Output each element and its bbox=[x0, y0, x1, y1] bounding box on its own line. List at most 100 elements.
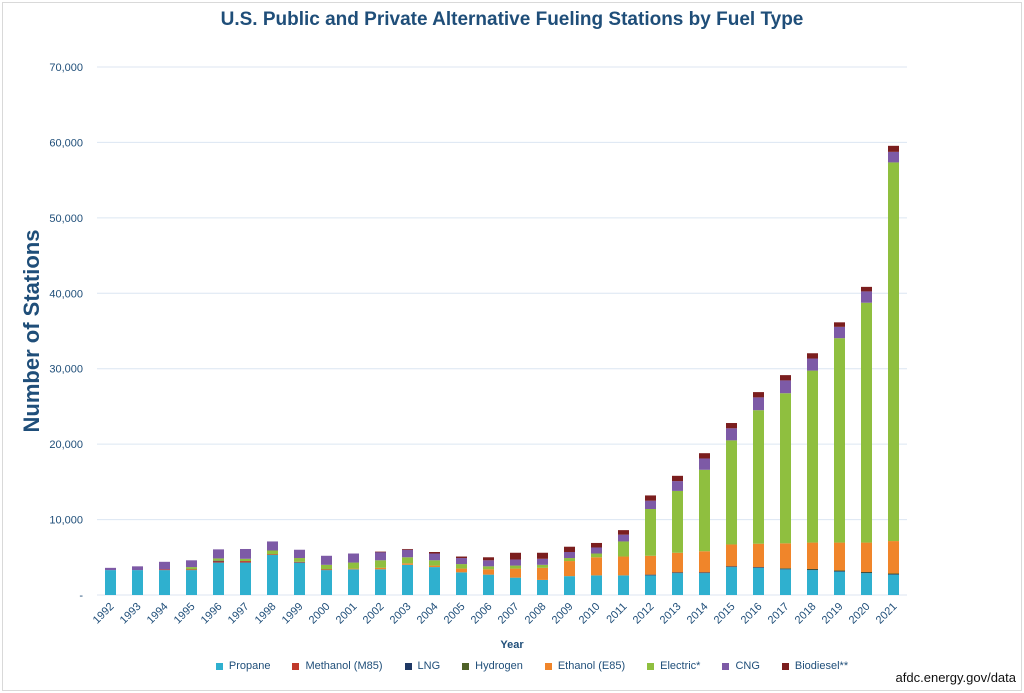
bar-segment-biodiesel bbox=[375, 551, 386, 553]
legend-item: Hydrogen bbox=[462, 660, 523, 672]
bar-segment-methanol-m85 bbox=[321, 569, 332, 571]
bar-segment-propane bbox=[132, 570, 143, 595]
bar-segment-methanol-m85 bbox=[294, 561, 305, 563]
bar-segment-propane bbox=[240, 562, 251, 595]
bar-segment-lng bbox=[807, 569, 818, 571]
bar-segment-ethanol-e85 bbox=[672, 552, 683, 573]
bar-segment-propane bbox=[753, 567, 764, 595]
bar-segment-propane bbox=[726, 567, 737, 595]
x-tick-label: 2021 bbox=[874, 601, 900, 627]
bar-segment-electric bbox=[186, 567, 197, 570]
bar-segment-cng bbox=[564, 552, 575, 559]
bar-segment-propane bbox=[699, 573, 710, 595]
bar-segment-biodiesel bbox=[510, 552, 521, 560]
bar-segment-cng bbox=[726, 428, 737, 441]
x-tick-label: 2008 bbox=[523, 601, 549, 627]
legend-swatch bbox=[722, 662, 730, 670]
bar-segment-electric bbox=[753, 410, 764, 544]
bar-segment-ethanol-e85 bbox=[753, 543, 764, 568]
bar-segment-ethanol-e85 bbox=[861, 542, 872, 572]
bar-segment-methanol-m85 bbox=[159, 569, 170, 571]
bar-segment-cng bbox=[294, 549, 305, 559]
bar-segment-cng bbox=[888, 151, 899, 163]
y-tick-label: 20,000 bbox=[49, 439, 83, 451]
bar-segment-lng bbox=[888, 573, 899, 575]
bar-segment-propane bbox=[834, 571, 845, 595]
chart-title: U.S. Public and Private Alternative Fuel… bbox=[220, 9, 804, 30]
bar-segment-lng bbox=[213, 560, 224, 562]
bar-segment-lng bbox=[726, 566, 737, 568]
bar-segment-biodiesel bbox=[861, 286, 872, 292]
legend-label: CNG bbox=[735, 660, 760, 672]
bar-segment-propane bbox=[213, 562, 224, 595]
bar-segment-electric bbox=[699, 469, 710, 552]
x-tick-label: 2002 bbox=[361, 601, 387, 627]
bar-segment-propane bbox=[186, 570, 197, 595]
legend-label: Methanol (M85) bbox=[305, 660, 383, 672]
bar-segment-biodiesel bbox=[753, 392, 764, 398]
bar-segment-electric bbox=[645, 509, 656, 556]
bar-segment-biodiesel bbox=[618, 530, 629, 535]
bar-segment-electric bbox=[213, 558, 224, 561]
bar-segment-hydrogen bbox=[888, 573, 899, 575]
legend-item: CNG bbox=[722, 660, 760, 672]
bar-segment-cng bbox=[456, 558, 467, 565]
bar-segment-ethanol-e85 bbox=[375, 567, 386, 570]
bar-segment-cng bbox=[834, 326, 845, 339]
bar-segment-lng bbox=[753, 567, 764, 568]
bar-segment-cng bbox=[267, 541, 278, 551]
x-axis-label: Year bbox=[500, 639, 524, 651]
legend-label: Ethanol (E85) bbox=[557, 660, 626, 672]
legend-item: LNG bbox=[404, 660, 440, 672]
bar-segment-ethanol-e85 bbox=[780, 543, 791, 569]
bar-segment-cng bbox=[699, 458, 710, 470]
legend-label: Electric* bbox=[660, 660, 701, 672]
bar-segment-cng bbox=[753, 397, 764, 411]
x-tick-label: 2014 bbox=[685, 601, 711, 627]
bar-segment-ethanol-e85 bbox=[483, 569, 494, 575]
bar-segment-biodiesel bbox=[591, 542, 602, 548]
bar-segment-methanol-m85 bbox=[186, 569, 197, 571]
x-tick-label: 1995 bbox=[172, 601, 198, 627]
bar-segment-cng bbox=[348, 553, 359, 563]
bar-segment-cng bbox=[132, 566, 143, 571]
bar-segment-methanol-m85 bbox=[213, 561, 224, 563]
bar-segment-electric bbox=[807, 370, 818, 543]
legend-item: Propane bbox=[215, 660, 270, 672]
bar-segment-cng bbox=[618, 534, 629, 542]
bar-segment-propane bbox=[483, 574, 494, 595]
x-tick-label: 2018 bbox=[793, 601, 819, 627]
bar-segment-electric bbox=[321, 564, 332, 570]
bar-segment-biodiesel bbox=[807, 353, 818, 359]
bar-segment-electric bbox=[672, 490, 683, 553]
bar-segment-propane bbox=[618, 575, 629, 595]
bar-segment-propane bbox=[105, 570, 116, 595]
bar-segment-cng bbox=[402, 549, 413, 558]
legend-item: Ethanol (E85) bbox=[544, 660, 626, 672]
bar-segment-electric bbox=[780, 393, 791, 544]
bar-segment-electric bbox=[483, 566, 494, 570]
bar-segment-propane bbox=[645, 575, 656, 595]
bar-segment-ethanol-e85 bbox=[564, 561, 575, 577]
bar-segment-hydrogen bbox=[807, 568, 818, 570]
x-tick-label: 2019 bbox=[820, 601, 846, 627]
bar-segment-propane bbox=[510, 577, 521, 595]
bar-segment-cng bbox=[537, 558, 548, 565]
legend-swatch bbox=[647, 662, 655, 670]
bar-segment-biodiesel bbox=[483, 557, 494, 561]
bar-segment-cng bbox=[213, 549, 224, 559]
bar-segment-electric bbox=[402, 557, 413, 564]
y-tick-label: - bbox=[79, 590, 83, 602]
legend-swatch bbox=[781, 662, 789, 670]
bar-segment-electric bbox=[510, 565, 521, 569]
y-tick-label: 30,000 bbox=[49, 364, 83, 376]
x-tick-label: 2012 bbox=[631, 601, 657, 627]
source-note: afdc.energy.gov/data bbox=[895, 670, 1016, 685]
bar-segment-lng bbox=[861, 572, 872, 574]
bar-segment-biodiesel bbox=[726, 423, 737, 429]
bar-segment-propane bbox=[591, 575, 602, 595]
x-tick-label: 2007 bbox=[496, 601, 522, 627]
bar-segment-cng bbox=[240, 548, 251, 559]
legend-swatch bbox=[544, 662, 552, 670]
bar-segment-electric bbox=[834, 338, 845, 543]
